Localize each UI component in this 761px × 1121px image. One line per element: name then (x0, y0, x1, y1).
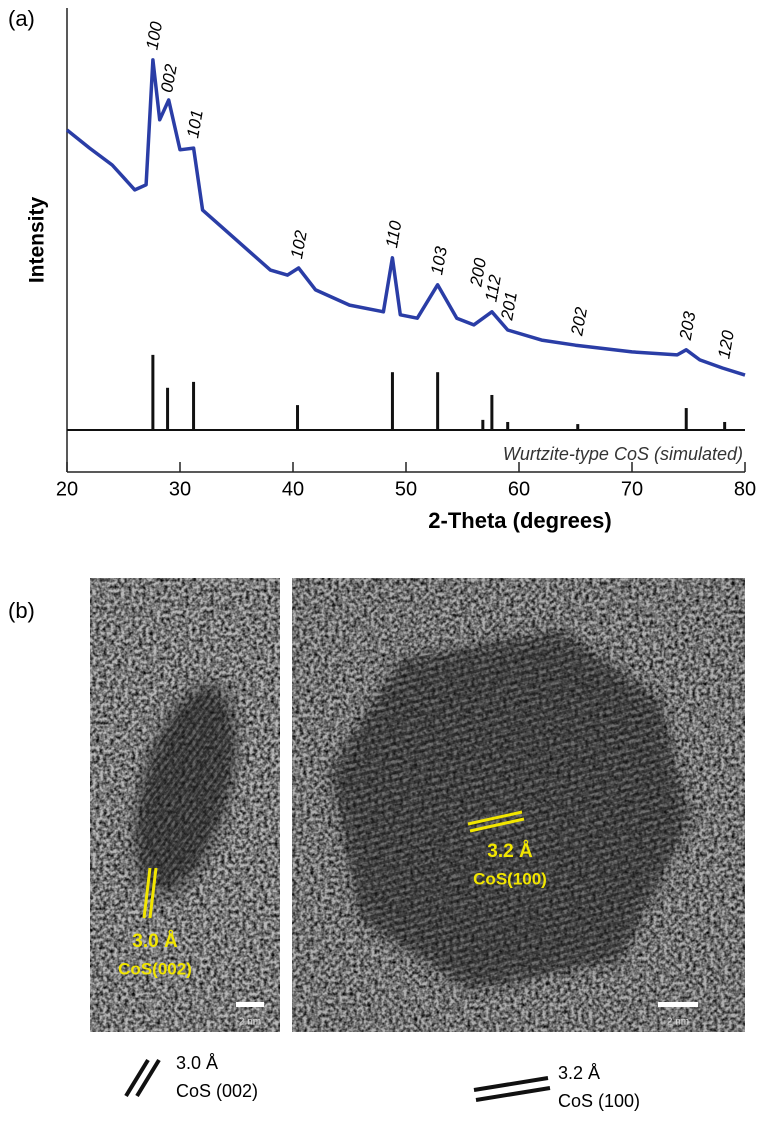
panel-label: (a) (8, 6, 35, 31)
x-tick-label: 40 (282, 478, 304, 500)
peak-label: 102 (287, 228, 311, 260)
plane-label: CoS(100) (473, 869, 547, 888)
x-tick-label: 80 (734, 478, 756, 500)
peak-label: 100 (143, 20, 167, 52)
lattice-icon (124, 1058, 150, 1098)
peak-label: 002 (157, 62, 181, 94)
peak-label: 202 (567, 305, 591, 338)
peak-label: 101 (183, 108, 207, 139)
legend-plane: CoS (100) (558, 1091, 640, 1111)
spacing-label: 3.2 Å (487, 841, 533, 862)
scale-bar-label: 2 nm (239, 1017, 261, 1028)
xrd-curve (65, 58, 746, 377)
legend-plane: CoS (002) (176, 1081, 258, 1101)
legend-spacing: 3.0 Å (176, 1053, 218, 1073)
lattice-icon (473, 1076, 549, 1092)
x-tick-label: 20 (56, 478, 78, 500)
x-tick-label: 60 (508, 478, 530, 500)
tem-image-left (90, 578, 280, 1032)
peak-label: 110 (382, 219, 406, 250)
x-tick-label: 70 (621, 478, 643, 500)
legend-spacing: 3.2 Å (558, 1063, 600, 1083)
plane-label: CoS(002) (118, 959, 192, 978)
y-axis-label: Intensity (26, 197, 49, 284)
panel-label: (b) (8, 598, 35, 623)
lattice-icon (475, 1086, 551, 1102)
x-tick-label: 30 (169, 478, 191, 500)
peak-label: 200 (466, 256, 490, 289)
x-axis-label: 2-Theta (degrees) (428, 508, 611, 533)
spacing-label: 3.0 Å (132, 931, 178, 952)
tem-image-right (292, 578, 745, 1032)
lattice-icon (135, 1058, 161, 1098)
peak-label: 201 (497, 290, 521, 322)
peak-label: 103 (427, 245, 451, 277)
x-tick-label: 50 (395, 478, 417, 500)
reference-caption: Wurtzite-type CoS (simulated) (503, 444, 743, 464)
peak-label: 203 (676, 310, 700, 343)
peak-label: 120 (714, 328, 738, 360)
scale-bar-label: 2 nm (667, 1017, 689, 1028)
peak-label: 112 (482, 273, 506, 304)
